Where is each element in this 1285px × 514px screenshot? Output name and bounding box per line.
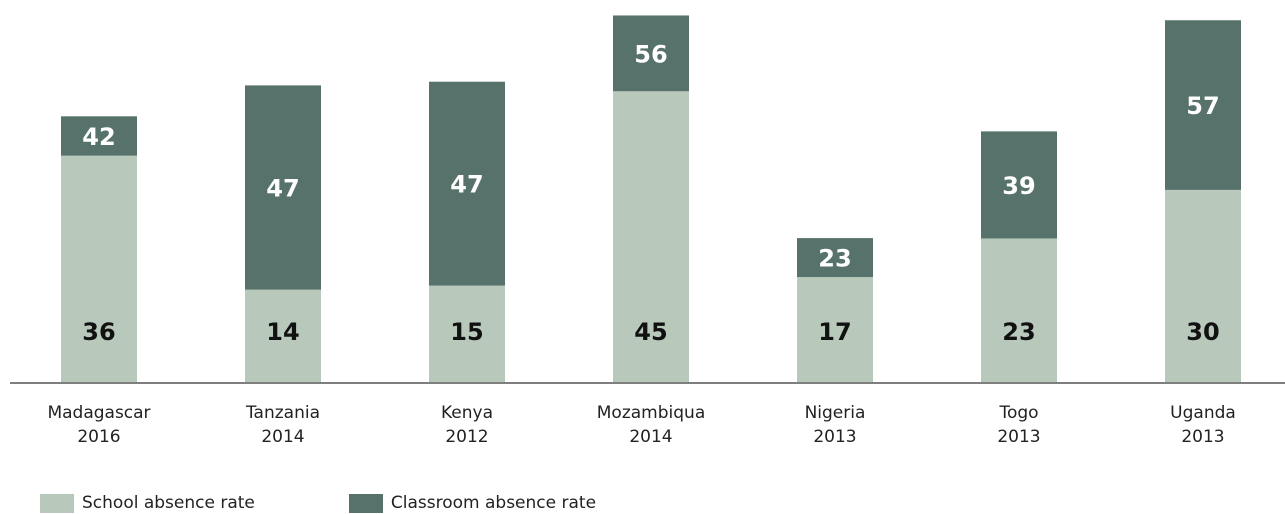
bar-school-togo — [981, 238, 1057, 382]
bar-classroom-uganda — [1165, 20, 1241, 190]
category-year-kenya: 2012 — [445, 427, 488, 447]
value-label-classroom-uganda: 57 — [1186, 92, 1219, 120]
category-year-uganda: 2013 — [1181, 427, 1224, 447]
legend-item-classroom: Classroom absence rate — [348, 493, 597, 513]
category-label-mozambiqua: Mozambiqua — [597, 403, 705, 423]
value-label-classroom-togo: 39 — [1002, 172, 1035, 200]
category-year-mozambiqua: 2014 — [629, 427, 672, 447]
bar-classroom-kenya — [429, 81, 505, 286]
value-label-classroom-madagascar: 42 — [82, 123, 115, 151]
category-label-uganda: Uganda — [1170, 403, 1236, 423]
bar-classroom-nigeria — [797, 238, 873, 278]
category-labels-group: Madagascar 2016 Tanzania 2014 Kenya 2012 Mozam… — [47, 403, 1235, 447]
bar-school-madagascar — [61, 155, 137, 382]
value-label-classroom-nigeria: 23 — [818, 245, 851, 273]
legend: School absence rate Classroom absence ra… — [40, 493, 690, 513]
category-year-nigeria: 2013 — [813, 427, 856, 447]
bar-school-nigeria — [797, 277, 873, 382]
bar-classroom-tanzania — [245, 85, 321, 290]
value-label-school-madagascar: 36 — [82, 318, 115, 346]
legend-swatch-school — [40, 493, 74, 513]
category-year-tanzania: 2014 — [261, 427, 304, 447]
value-label-classroom-mozambiqua: 56 — [634, 40, 667, 68]
bar-classroom-togo — [981, 131, 1057, 239]
bar-classroom-madagascar — [61, 116, 137, 156]
legend-swatch-classroom — [348, 493, 383, 513]
category-label-tanzania: Tanzania — [245, 403, 320, 423]
bar-school-tanzania — [245, 289, 321, 382]
value-label-classroom-kenya: 47 — [450, 171, 483, 199]
value-label-school-togo: 23 — [1002, 318, 1035, 346]
category-label-madagascar: Madagascar — [47, 403, 150, 423]
bar-classroom-mozambiqua — [613, 15, 689, 92]
value-label-school-nigeria: 17 — [818, 318, 851, 346]
legend-item-school: School absence rate — [40, 493, 255, 513]
value-label-school-tanzania: 14 — [266, 318, 299, 346]
stacked-bar-chart: 36 42 14 47 15 47 45 56 17 23 23 39 30 57 Madagascar 2… — [10, 15, 1285, 447]
legend-label-school: School absence rate — [82, 493, 255, 513]
category-label-togo: Togo — [998, 403, 1038, 423]
value-label-school-kenya: 15 — [450, 318, 483, 346]
category-year-madagascar: 2016 — [77, 427, 120, 447]
category-year-togo: 2013 — [997, 427, 1040, 447]
bar-school-mozambiqua — [613, 91, 689, 382]
bar-school-uganda — [1165, 189, 1241, 382]
bar-school-kenya — [429, 285, 505, 382]
value-label-classroom-tanzania: 47 — [266, 175, 299, 203]
category-label-nigeria: Nigeria — [805, 403, 866, 423]
category-label-kenya: Kenya — [441, 403, 493, 423]
legend-label-classroom: Classroom absence rate — [390, 493, 597, 513]
value-label-school-mozambiqua: 45 — [634, 318, 667, 346]
bars-group: 36 42 14 47 15 47 45 56 17 23 23 39 30 57 — [61, 15, 1241, 382]
value-label-school-uganda: 30 — [1186, 318, 1219, 346]
